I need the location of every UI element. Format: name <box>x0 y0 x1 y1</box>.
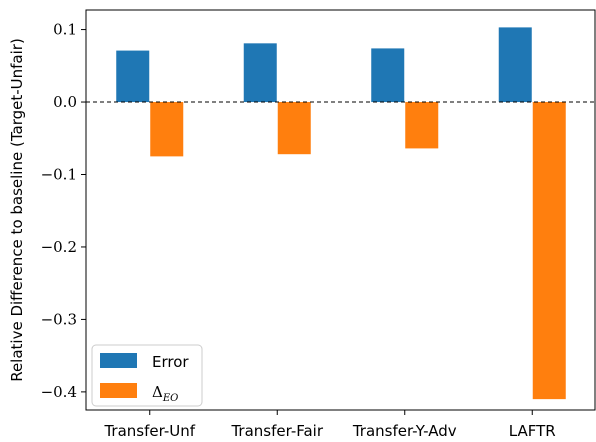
bar-delta-eo-1 <box>277 102 311 155</box>
bar-delta-eo-0 <box>150 102 184 157</box>
bar-delta-eo-2 <box>405 102 439 149</box>
x-tick-label: LAFTR <box>509 422 556 440</box>
bar-delta-eo-3 <box>532 102 566 400</box>
x-tick-label: Transfer-Fair <box>230 422 323 440</box>
legend-swatch-delta-eo <box>100 383 137 398</box>
x-tick-label: Transfer-Y-Adv <box>352 422 457 440</box>
legend: Error ΔEO <box>91 344 203 407</box>
y-axis-label: Relative Difference to baseline (Target-… <box>8 38 26 382</box>
plot-frame <box>85 9 596 411</box>
plot-area <box>85 9 596 411</box>
x-axis: Transfer-Unf Transfer-Fair Transfer-Y-Adv L… <box>103 410 556 440</box>
bar-error-2 <box>371 48 405 103</box>
y-tick-label: −0.2 <box>41 238 77 256</box>
legend-label-delta-eo: ΔEO <box>152 383 178 404</box>
y-tick-label: −0.3 <box>41 310 77 328</box>
x-tick-label: Transfer-Unf <box>103 422 195 440</box>
y-axis: 0.1 0.0 −0.1 −0.2 −0.3 −0.4 <box>41 21 86 401</box>
bar-error-1 <box>243 43 277 103</box>
legend-label-error: Error <box>152 353 189 371</box>
y-tick-label: 0.0 <box>53 93 77 111</box>
y-tick-label: 0.1 <box>53 21 77 39</box>
y-tick-label: −0.4 <box>41 383 77 401</box>
bar-error-3 <box>498 27 532 103</box>
y-tick-label: −0.1 <box>41 165 77 183</box>
bar-error-0 <box>116 50 150 103</box>
legend-swatch-error <box>100 353 137 368</box>
bars <box>116 27 566 400</box>
